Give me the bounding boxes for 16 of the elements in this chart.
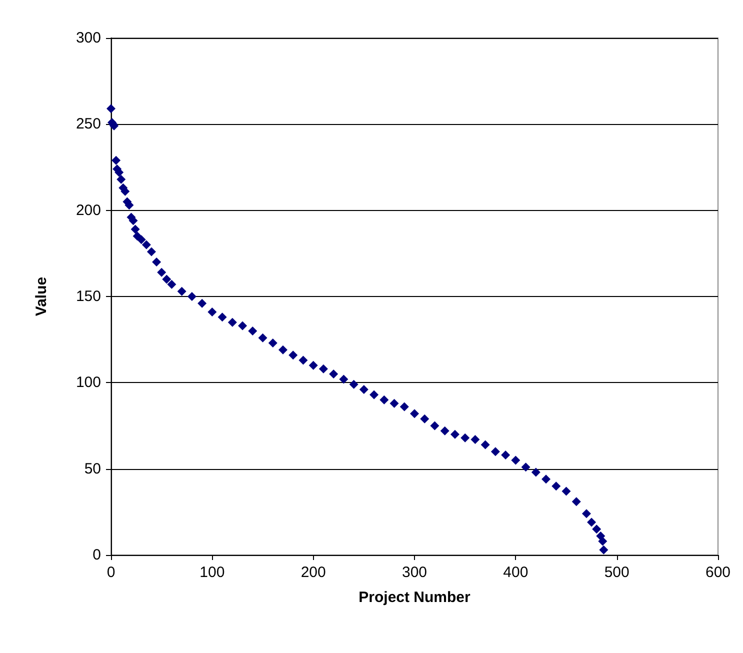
x-tick-label: 400 bbox=[503, 564, 528, 581]
y-tick-label: 0 bbox=[92, 546, 101, 564]
y-tick-label: 50 bbox=[84, 460, 101, 478]
x-axis-title: Project Number bbox=[358, 589, 471, 606]
x-tick-label: 600 bbox=[705, 564, 731, 581]
x-tick-label: 100 bbox=[200, 564, 225, 581]
x-tick-label: 300 bbox=[402, 564, 428, 581]
y-tick-label: 300 bbox=[76, 30, 101, 46]
x-tick-label: 200 bbox=[300, 564, 326, 581]
y-tick-label: 150 bbox=[76, 288, 101, 305]
x-tick-label: 500 bbox=[604, 564, 630, 581]
y-tick-label: 250 bbox=[76, 116, 101, 133]
x-tick-label: 0 bbox=[106, 564, 116, 581]
y-axis-title: Value bbox=[33, 276, 50, 316]
y-tick-label: 100 bbox=[76, 374, 101, 392]
y-tick-label: 200 bbox=[76, 202, 101, 219]
